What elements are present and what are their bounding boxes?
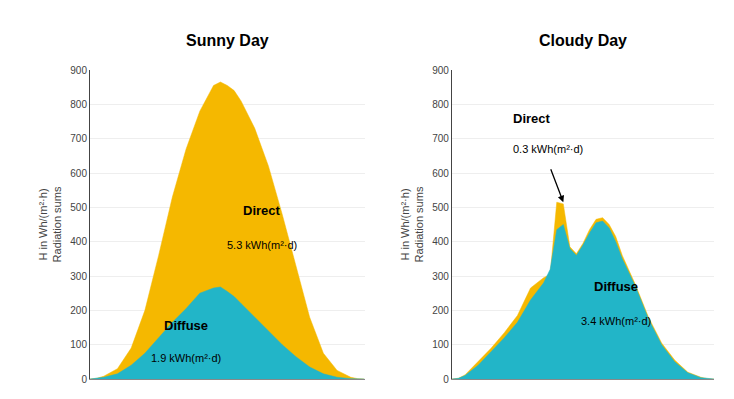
svg-text:700: 700 [432, 133, 449, 144]
svg-text:900: 900 [432, 65, 449, 76]
svg-text:Cloudy Day: Cloudy Day [539, 32, 627, 49]
svg-text:H in Wh/(m²·h)Radiation sums: H in Wh/(m²·h)Radiation sums [37, 186, 63, 262]
svg-text:400: 400 [70, 236, 87, 247]
svg-text:1.9 kWh(m²·d): 1.9 kWh(m²·d) [151, 352, 221, 364]
svg-text:500: 500 [432, 202, 449, 213]
svg-text:400: 400 [432, 236, 449, 247]
svg-text:900: 900 [70, 65, 87, 76]
svg-text:Diffuse: Diffuse [164, 318, 208, 333]
svg-text:Direct: Direct [243, 203, 281, 218]
svg-text:0.3 kWh(m²·d): 0.3 kWh(m²·d) [513, 143, 583, 155]
svg-text:600: 600 [70, 168, 87, 179]
svg-text:200: 200 [70, 305, 87, 316]
svg-text:800: 800 [432, 99, 449, 110]
svg-text:0: 0 [443, 374, 449, 385]
svg-text:3.4 kWh(m²·d): 3.4 kWh(m²·d) [581, 315, 651, 327]
svg-text:0: 0 [81, 374, 87, 385]
svg-text:300: 300 [432, 271, 449, 282]
svg-text:200: 200 [432, 305, 449, 316]
svg-text:600: 600 [432, 168, 449, 179]
svg-text:Diffuse: Diffuse [594, 279, 638, 294]
svg-text:Sunny Day: Sunny Day [186, 32, 269, 49]
svg-text:300: 300 [70, 271, 87, 282]
svg-text:100: 100 [70, 339, 87, 350]
svg-text:Direct: Direct [513, 111, 551, 126]
svg-text:5.3 kWh(m²·d): 5.3 kWh(m²·d) [227, 239, 297, 251]
svg-text:100: 100 [432, 339, 449, 350]
svg-text:800: 800 [70, 99, 87, 110]
svg-text:H in Wh/(m²·h)Radiation sums: H in Wh/(m²·h)Radiation sums [399, 186, 425, 262]
svg-text:700: 700 [70, 133, 87, 144]
svg-text:500: 500 [70, 202, 87, 213]
